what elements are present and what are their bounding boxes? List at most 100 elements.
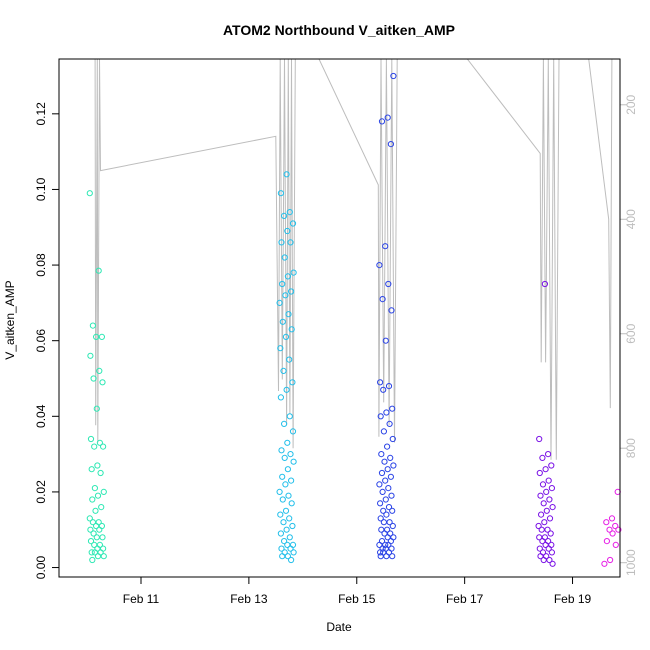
data-point (387, 454, 394, 461)
data-point (383, 511, 390, 518)
y-tick-label: 0.06 (34, 329, 48, 353)
data-point (284, 227, 291, 235)
data-point (89, 496, 96, 503)
data-point (384, 114, 391, 121)
data-point (538, 511, 545, 518)
data-point (385, 280, 392, 288)
data-point (286, 534, 293, 541)
data-point (612, 522, 619, 530)
data-point (276, 488, 283, 495)
data-point (389, 405, 396, 412)
y2-tick-label: 1000 (624, 549, 638, 576)
data-point (378, 451, 385, 458)
y2-tick-label: 400 (624, 209, 638, 229)
data-point (284, 273, 291, 280)
data-point (603, 519, 610, 526)
data-point (283, 526, 290, 533)
y-tick-label: 0.02 (34, 480, 48, 504)
data-point (93, 333, 100, 340)
data-point (87, 538, 95, 545)
data-point (93, 405, 100, 412)
data-point (384, 466, 391, 473)
data-point (381, 530, 388, 537)
data-point (537, 553, 544, 560)
chart-title: ATOM2 Northbound V_aitken_AMP (223, 22, 455, 38)
data-point (389, 435, 396, 443)
data-point (282, 333, 290, 340)
y2-tick-label: 800 (624, 438, 638, 458)
data-point (281, 538, 288, 545)
x-tick-label: Feb 19 (554, 592, 592, 606)
data-point (545, 545, 552, 552)
data-point (377, 500, 384, 507)
data-point (88, 466, 95, 473)
data-point (86, 190, 93, 197)
data-point (280, 519, 287, 526)
data-point (279, 280, 286, 288)
data-point (376, 541, 383, 549)
data-point (609, 530, 616, 537)
data-point (540, 556, 547, 564)
data-point (276, 299, 283, 306)
data-point (385, 383, 393, 390)
data-point (388, 307, 395, 314)
data-point (546, 556, 553, 564)
data-point (287, 451, 294, 458)
data-point (283, 386, 290, 393)
data-point (100, 443, 107, 450)
data-point (548, 485, 556, 492)
data-point (545, 451, 552, 458)
data-point (282, 507, 290, 514)
data-point (89, 322, 97, 329)
data-point (278, 447, 285, 454)
data-point (544, 526, 551, 533)
data-point (288, 288, 295, 295)
data-point (379, 296, 386, 303)
data-point (380, 507, 387, 514)
x-tick-label: Feb 11 (123, 592, 160, 606)
x-axis-label: Date (326, 620, 352, 634)
data-point (383, 409, 390, 416)
data-point (380, 428, 387, 435)
data-point (549, 560, 556, 567)
data-point (543, 507, 550, 514)
data-point (96, 439, 104, 446)
data-point (378, 469, 386, 477)
data-point (281, 420, 288, 427)
data-point (386, 519, 393, 526)
y-tick-label: 0.04 (34, 404, 48, 428)
data-point (384, 443, 391, 450)
data-point (385, 504, 393, 511)
data-point (378, 118, 386, 125)
data-point (389, 553, 396, 560)
axes-layer: Feb 11 Feb 13 Feb 15 Feb 17 Feb 19 0.00 0.02 0.… (34, 94, 638, 606)
data-point (280, 367, 287, 374)
data-point (387, 141, 394, 148)
data-point (100, 553, 107, 560)
data-point (543, 488, 550, 495)
data-point (390, 72, 397, 80)
data-point (279, 496, 286, 503)
data-point (92, 507, 99, 514)
data-point (91, 485, 99, 492)
data-point (279, 553, 286, 560)
data-point (382, 243, 389, 250)
data-point (289, 428, 297, 435)
data-point (536, 534, 543, 541)
y-tick-label: 0.00 (34, 556, 48, 580)
data-point (87, 352, 94, 359)
data-point (99, 379, 106, 386)
data-point (384, 534, 391, 541)
data-point (542, 541, 549, 549)
data-point (546, 515, 554, 522)
data-point (377, 553, 384, 560)
data-point (389, 507, 396, 514)
data-point (95, 267, 102, 274)
data-point (289, 379, 296, 386)
data-point (390, 462, 397, 469)
data-point (90, 530, 97, 537)
data-point (277, 511, 284, 518)
data-point (378, 526, 385, 533)
data-point (284, 541, 291, 549)
